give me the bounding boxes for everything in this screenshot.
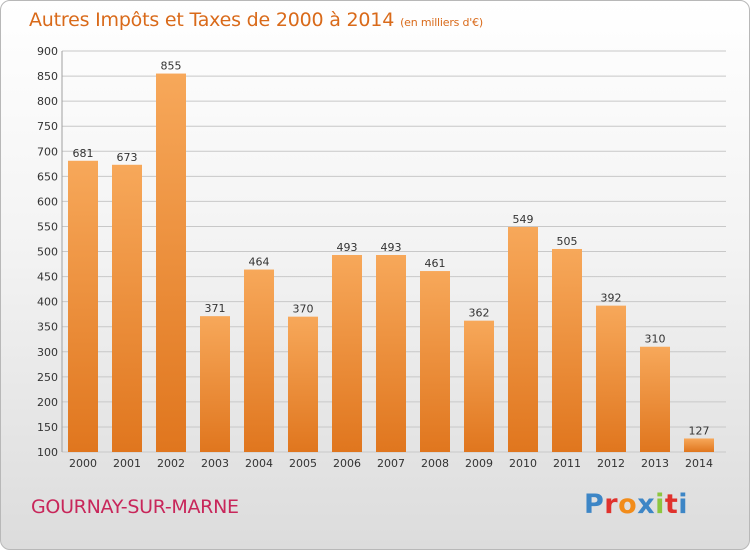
y-tick-label: 200 — [37, 396, 58, 409]
bar-2011 — [552, 248, 582, 452]
logo-letter: P — [584, 489, 605, 520]
logo-letter: o — [618, 489, 638, 520]
x-tick-label: 2013 — [641, 457, 669, 470]
data-label: 505 — [557, 235, 578, 248]
y-tick-label: 900 — [37, 45, 58, 58]
data-label: 127 — [689, 424, 710, 437]
chart-title-text: Autres Impôts et Taxes de 2000 à 2014 — [29, 9, 395, 31]
x-tick-label: 2001 — [113, 457, 141, 470]
y-tick-label: 150 — [37, 421, 58, 434]
x-tick-label: 2010 — [509, 457, 537, 470]
x-tick-label: 2012 — [597, 457, 625, 470]
logo-letter: x — [637, 489, 656, 520]
data-label: 392 — [601, 292, 622, 305]
x-tick-label: 2014 — [685, 457, 713, 470]
data-label: 362 — [469, 307, 490, 320]
data-label: 310 — [645, 333, 666, 346]
y-tick-label: 650 — [37, 170, 58, 183]
bar-2014 — [684, 438, 714, 452]
y-tick-label: 800 — [37, 95, 58, 108]
logo-letter: i — [678, 489, 689, 520]
x-tick-label: 2004 — [245, 457, 273, 470]
bar-2002 — [156, 73, 186, 453]
proxiti-logo: Proxiti — [584, 489, 688, 520]
x-tick-label: 2005 — [289, 457, 317, 470]
bar-2013 — [640, 346, 670, 452]
bar-2006 — [332, 255, 362, 452]
x-tick-label: 2000 — [69, 457, 97, 470]
bar-2012 — [596, 305, 626, 452]
x-tick-label: 2007 — [377, 457, 405, 470]
logo-letter: r — [604, 489, 619, 520]
y-tick-label: 400 — [37, 296, 58, 309]
y-tick-label: 750 — [37, 120, 58, 133]
data-label: 855 — [161, 60, 182, 73]
commune-name: GOURNAY-SUR-MARNE — [31, 496, 239, 518]
y-tick-label: 550 — [37, 220, 58, 233]
x-tick-label: 2003 — [201, 457, 229, 470]
y-tick-label: 450 — [37, 271, 58, 284]
x-tick-label: 2008 — [421, 457, 449, 470]
bar-2003 — [200, 316, 230, 452]
bar-2004 — [244, 269, 274, 452]
bar-2010 — [508, 226, 538, 452]
x-tick-label: 2002 — [157, 457, 185, 470]
data-label: 493 — [337, 241, 358, 254]
data-label: 549 — [513, 213, 534, 226]
data-label: 493 — [381, 241, 402, 254]
y-tick-label: 850 — [37, 70, 58, 83]
bar-2008 — [420, 271, 450, 452]
logo-letter: t — [664, 489, 679, 520]
y-tick-label: 350 — [37, 321, 58, 334]
bar-2007 — [376, 255, 406, 452]
y-tick-label: 250 — [37, 371, 58, 384]
data-label: 461 — [425, 257, 446, 270]
y-tick-label: 500 — [37, 246, 58, 259]
bar-2009 — [464, 320, 494, 452]
chart-title: Autres Impôts et Taxes de 2000 à 2014 (en… — [29, 9, 483, 31]
logo-letter: i — [655, 489, 665, 520]
data-label: 371 — [205, 302, 226, 315]
y-tick-label: 700 — [37, 145, 58, 158]
y-tick-label: 100 — [37, 446, 58, 459]
y-tick-label: 300 — [37, 346, 58, 359]
data-label: 681 — [73, 147, 94, 160]
bar-2001 — [112, 164, 142, 452]
y-tick-label: 600 — [37, 195, 58, 208]
data-label: 464 — [249, 256, 270, 269]
x-tick-label: 2011 — [553, 457, 581, 470]
bar-2005 — [288, 316, 318, 452]
data-label: 370 — [293, 303, 314, 316]
chart-subtitle: (en milliers d'€) — [400, 16, 483, 29]
x-tick-label: 2006 — [333, 457, 361, 470]
bar-2000 — [68, 160, 98, 452]
x-tick-label: 2009 — [465, 457, 493, 470]
data-label: 673 — [117, 151, 138, 164]
